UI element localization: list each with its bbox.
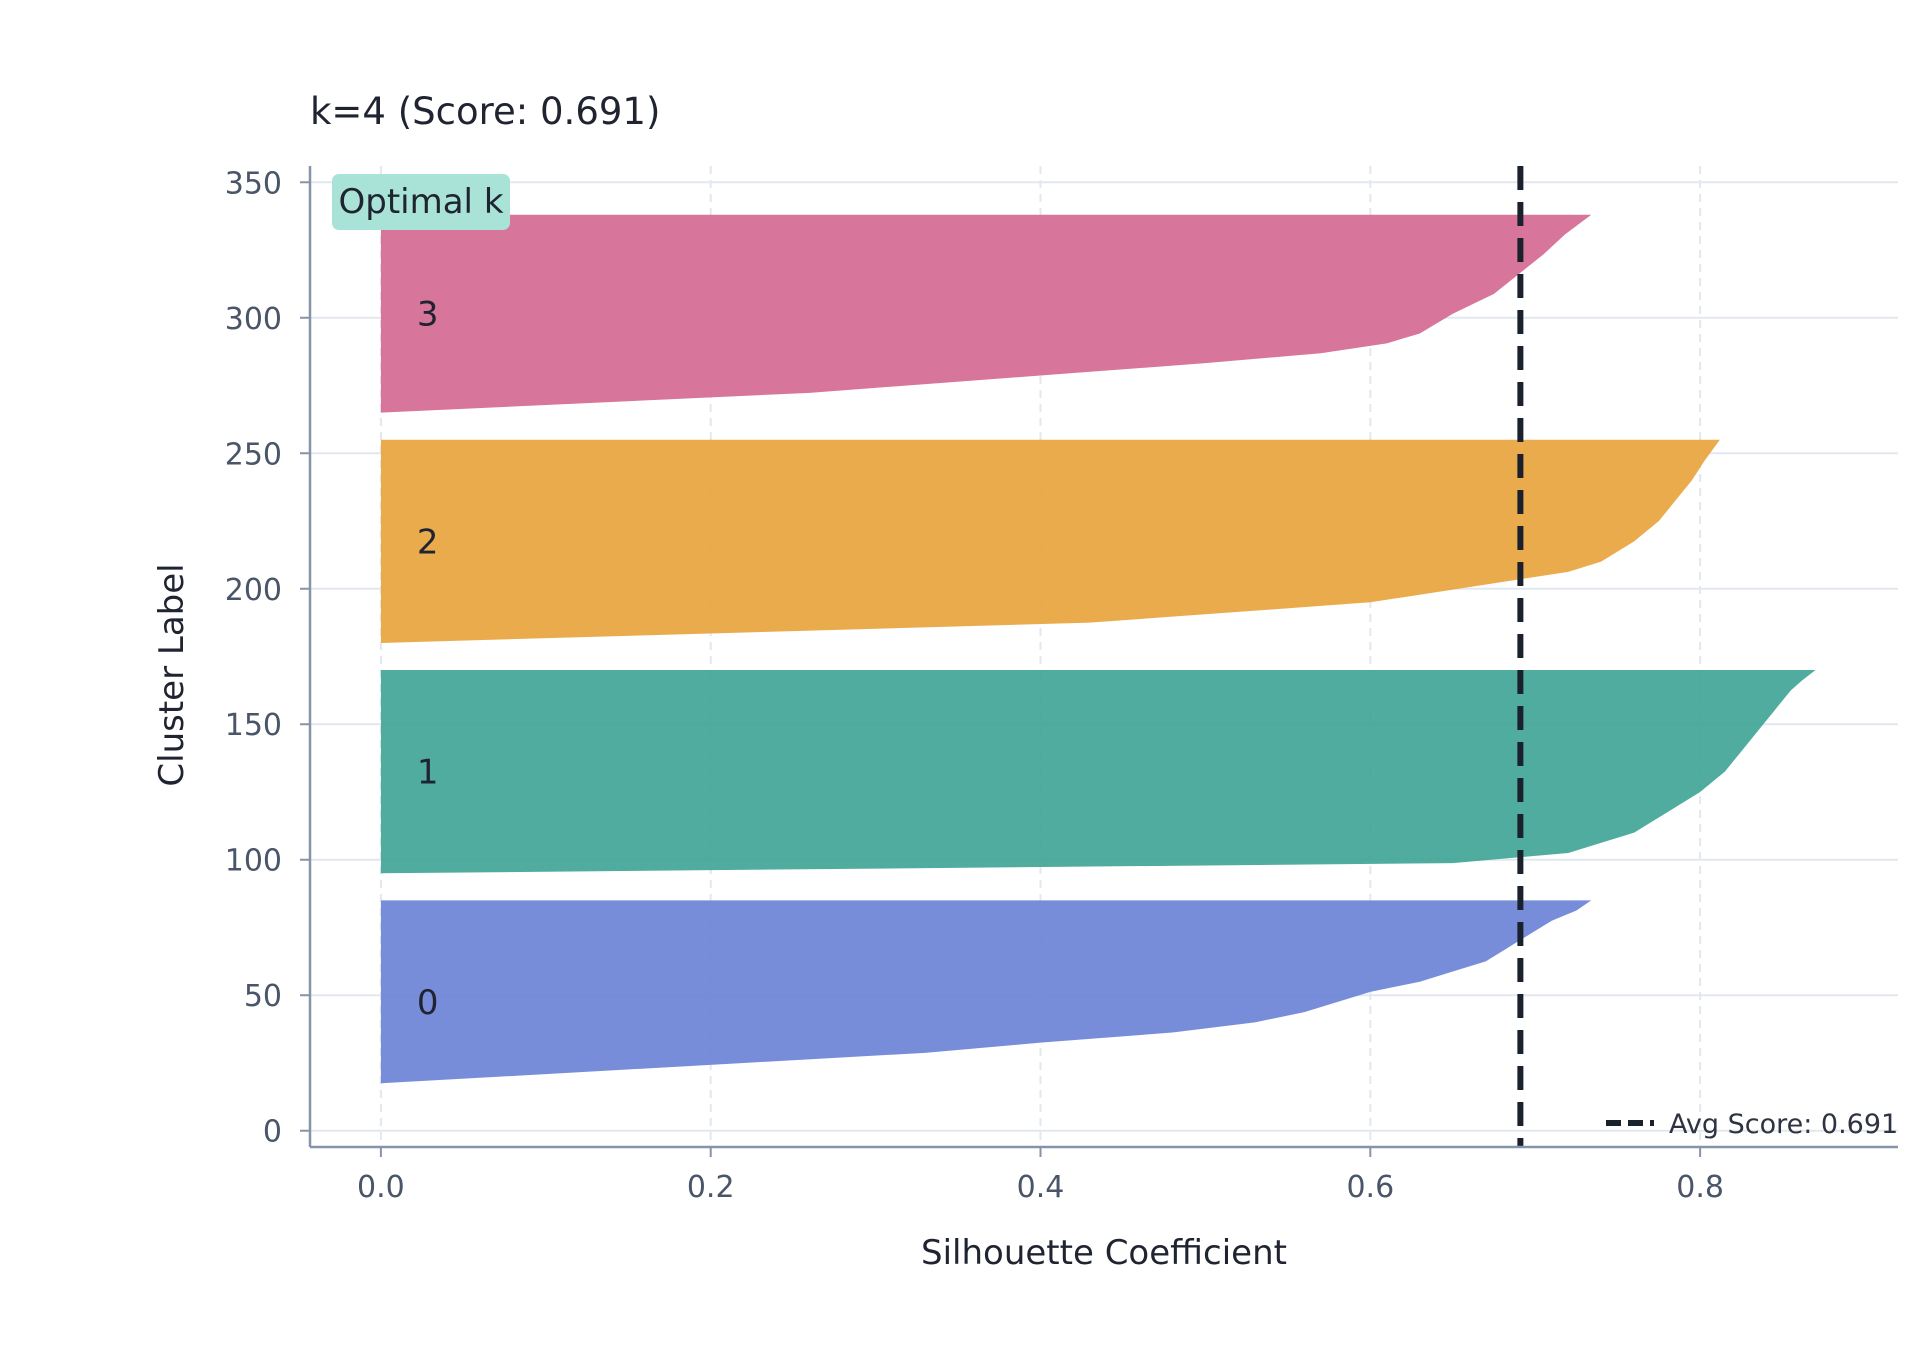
- optimal-k-badge: Optimal k: [332, 174, 510, 230]
- y-axis-label: Cluster Label: [152, 563, 192, 786]
- cluster-labels: 0 1 2 3: [417, 295, 439, 1023]
- x-tick-label: 0.8: [1676, 1170, 1724, 1205]
- cluster-label-2: 2: [417, 522, 439, 562]
- y-tick-label: 100: [225, 844, 282, 879]
- cluster-band-1: [380, 670, 1816, 874]
- y-tick-label: 200: [225, 573, 282, 608]
- x-tick-label: 0.2: [687, 1170, 735, 1205]
- badge-box: [332, 174, 510, 230]
- chart-title: k=4 (Score: 0.691): [310, 90, 660, 133]
- cluster-label-1: 1: [417, 753, 439, 793]
- y-tick-label: 250: [225, 437, 282, 472]
- x-axis-label: Silhouette Coefficient: [921, 1233, 1287, 1273]
- y-tick-label: 300: [225, 302, 282, 337]
- y-tick-label: 350: [225, 166, 282, 201]
- axes: [308, 166, 1898, 1149]
- y-tick-label: 150: [225, 708, 282, 743]
- legend: Avg Score: 0.691: [1606, 1109, 1898, 1140]
- cluster-band-3: [380, 214, 1592, 413]
- cluster-label-0: 0: [417, 983, 439, 1023]
- cluster-band-2: [380, 439, 1720, 643]
- x-tick-label: 0.4: [1017, 1170, 1065, 1205]
- y-tick-label: 0: [263, 1115, 282, 1150]
- tick-labels: 0 50 100 150 200 250 300 350 0.0 0.2 0.4 0.6 0.8: [225, 166, 1724, 1205]
- legend-avg-score-label: Avg Score: 0.691: [1669, 1109, 1898, 1140]
- cluster-label-3: 3: [417, 295, 439, 335]
- y-tick-label: 50: [244, 979, 282, 1014]
- cluster-bands: [380, 214, 1816, 1104]
- x-tick-label: 0.6: [1346, 1170, 1394, 1205]
- badge-text: Optimal k: [338, 182, 503, 222]
- x-tick-label: 0.0: [357, 1170, 405, 1205]
- cluster-band-0: [380, 900, 1592, 1104]
